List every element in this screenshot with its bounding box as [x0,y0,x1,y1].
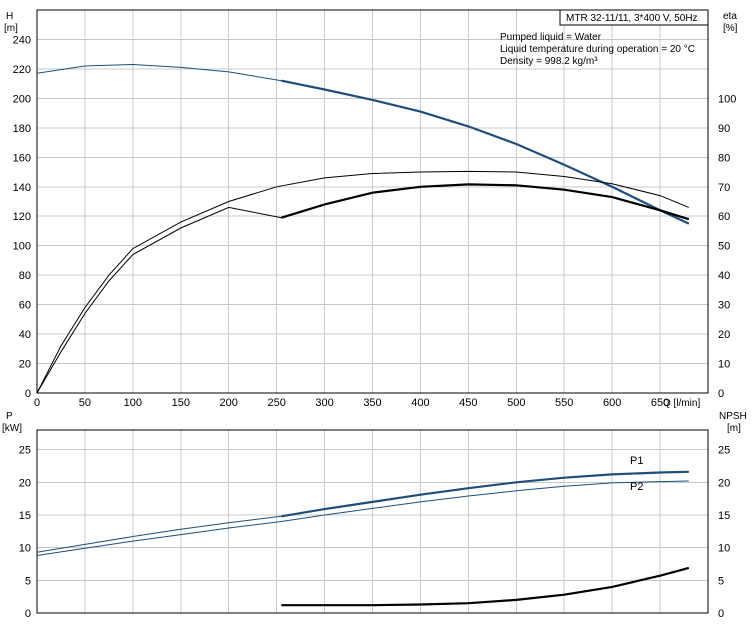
x-tick-label: 100 [124,397,142,409]
series-label-p1: P1 [630,455,643,467]
npsh-tick-label: 20 [718,477,730,489]
x-tick-label: 200 [220,397,238,409]
head-tick-label: 160 [13,152,31,164]
bottom-series [36,470,690,607]
npsh-tick-label: 25 [718,445,730,457]
power-tick-label: 0 [25,608,31,620]
head-tick-label: 60 [19,300,31,312]
info-line-temperature: Liquid temperature during operation = 20… [500,44,695,55]
power-axis-label: P [6,411,13,422]
info-line-density: Density = 998.2 kg/m³ [500,56,598,67]
efficiency-axis-ticks: 0 10 20 30 40 50 60 70 80 90 100 [718,93,736,400]
top-series [36,63,690,394]
head-tick-label: 80 [19,270,31,282]
x-tick-label: 250 [267,397,285,409]
npsh-series-operating-range [281,566,690,607]
header-box [559,9,709,26]
info-line-liquid: Pumped liquid = Water [500,32,602,43]
efficiency-tick-label: 60 [718,211,730,223]
head-tick-label: 20 [19,359,31,371]
series-label-p2: P2 [630,481,643,493]
power-tick-label: 25 [19,445,31,457]
power-axis-ticks: 0 5 10 15 20 25 [19,445,31,620]
head-efficiency-panel: 0 50 100 150 200 250 300 350 400 450 500 550 600 650 … [4,9,738,409]
npsh-axis-ticks: 0 5 10 15 20 25 [718,445,730,620]
head-tick-label: 0 [25,388,31,400]
head-tick-label: 40 [19,329,31,341]
p1-series-operating-range [281,470,689,518]
efficiency-tick-label: 90 [718,123,730,135]
power-tick-label: 10 [19,543,31,555]
head-series-curve [36,63,690,225]
efficiency-tick-label: 80 [718,152,730,164]
x-tick-label: 600 [603,397,621,409]
efficiency-tick-label: 10 [718,359,730,371]
power-npsh-panel: 0 5 10 15 20 25 0 5 10 15 20 25 P [kW] NPSH [m] P1… [2,411,747,620]
header-box-text: MTR 32-11/11, 3*400 V, 50Hz [566,13,698,24]
power-axis-unit: [kW] [2,423,22,434]
x-tick-label: 350 [363,397,381,409]
npsh-tick-label: 5 [718,575,724,587]
npsh-axis-unit: [m] [727,423,741,434]
head-axis-ticks: 0 20 40 60 80 100 120 140 160 180 200 220 240 [13,34,31,400]
npsh-tick-label: 15 [718,510,730,522]
p2-series-curve [36,480,689,556]
efficiency-total-series-curve [36,170,689,394]
head-tick-label: 180 [13,123,31,135]
npsh-axis-label: NPSH [719,411,747,422]
top-grid [37,10,708,393]
efficiency-tick-label: 40 [718,270,730,282]
head-tick-label: 140 [13,182,31,194]
efficiency-pump-series-operating-range [281,183,690,221]
npsh-tick-label: 10 [718,543,730,555]
x-tick-label: 300 [315,397,333,409]
head-axis-unit: [m] [4,23,18,34]
x-tick-label: 50 [79,397,91,409]
head-tick-label: 220 [13,64,31,76]
bottom-plot-frame [36,429,709,614]
head-axis-label: H [6,11,13,22]
npsh-series-curve [281,567,689,606]
power-tick-label: 15 [19,510,31,522]
x-tick-label: 150 [172,397,190,409]
efficiency-pump-series-curve [36,183,689,394]
top-plot-frame [36,9,709,394]
x-tick-label: 0 [34,397,40,409]
head-tick-label: 240 [13,34,31,46]
power-tick-label: 5 [25,575,31,587]
efficiency-tick-label: 100 [718,93,736,105]
top-x-ticks: 0 50 100 150 200 250 300 350 400 450 500 550 600 650 [34,397,669,409]
efficiency-tick-label: 0 [718,388,724,400]
flow-axis-label: Q [l/min] [663,398,700,409]
x-tick-label: 450 [459,397,477,409]
x-tick-label: 550 [555,397,573,409]
x-tick-label: 650 [651,397,669,409]
head-tick-label: 120 [13,211,31,223]
power-tick-label: 20 [19,477,31,489]
efficiency-axis-label: eta [723,11,737,22]
efficiency-tick-label: 70 [718,182,730,194]
x-tick-label: 500 [507,397,525,409]
bottom-grid [37,430,708,613]
efficiency-tick-label: 20 [718,329,730,341]
head-tick-label: 100 [13,241,31,253]
x-tick-label: 400 [411,397,429,409]
efficiency-tick-label: 30 [718,300,730,312]
npsh-tick-label: 0 [718,608,724,620]
head-series-operating-range [281,79,690,225]
efficiency-axis-unit: [%] [723,23,738,34]
efficiency-tick-label: 50 [718,241,730,253]
head-tick-label: 200 [13,93,31,105]
